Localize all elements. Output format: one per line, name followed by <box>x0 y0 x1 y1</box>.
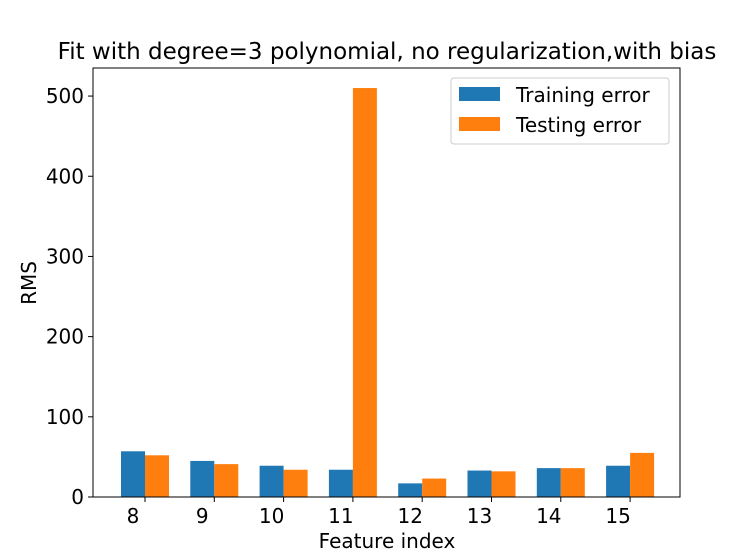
x-tick-label-10: 10 <box>259 504 284 528</box>
plot-frame <box>92 67 681 498</box>
legend-label-testing-error: Testing error <box>515 113 642 137</box>
x-tick-label-8: 8 <box>127 504 140 528</box>
bar-training-error-9 <box>190 460 215 497</box>
x-axis: 8 9 10 11 12 13 14 15 <box>127 497 631 528</box>
x-tick-label-14: 14 <box>536 504 561 528</box>
bar-training-error-15 <box>606 465 631 497</box>
bar-testing-error-12 <box>422 478 447 497</box>
legend-swatch-training-error <box>459 87 500 101</box>
y-tick-label-300: 300 <box>46 244 84 268</box>
y-axis: 0 100 200 300 400 500 <box>46 84 93 509</box>
bar-training-error-14 <box>536 468 561 497</box>
y-tick-label-200: 200 <box>46 325 84 349</box>
bar-testing-error-14 <box>560 468 585 497</box>
bar-training-error-10 <box>259 465 284 497</box>
legend: Training error Testing error <box>450 77 670 145</box>
x-tick-label-15: 15 <box>605 504 630 528</box>
y-tick-label-0: 0 <box>71 485 84 509</box>
bar-testing-error-15 <box>630 452 655 497</box>
bar-training-error-13 <box>467 470 492 497</box>
x-tick-label-9: 9 <box>196 504 209 528</box>
x-tick-label-13: 13 <box>467 504 492 528</box>
bar-testing-error-10 <box>283 469 308 497</box>
bar-training-error-8 <box>121 451 145 497</box>
chart-title: Fit with degree=3 polynomial, no regular… <box>58 39 717 65</box>
x-axis-label: Feature index <box>319 529 456 553</box>
bar-training-error-11 <box>328 469 353 497</box>
bar-testing-error-13 <box>491 471 516 497</box>
bars <box>121 88 655 498</box>
bar-testing-error-9 <box>214 464 239 497</box>
y-axis-label: RMS <box>17 261 41 305</box>
y-tick-label-400: 400 <box>46 164 84 188</box>
x-tick-label-12: 12 <box>397 504 422 528</box>
bar-training-error-12 <box>398 483 423 497</box>
legend-swatch-testing-error <box>459 117 500 131</box>
bar-testing-error-8 <box>145 455 169 497</box>
bar-testing-error-11 <box>352 88 377 498</box>
y-tick-label-500: 500 <box>46 84 84 108</box>
legend-frame <box>450 77 670 145</box>
y-tick-label-100: 100 <box>46 405 84 429</box>
x-tick-label-11: 11 <box>328 504 353 528</box>
legend-label-training-error: Training error <box>515 83 650 107</box>
